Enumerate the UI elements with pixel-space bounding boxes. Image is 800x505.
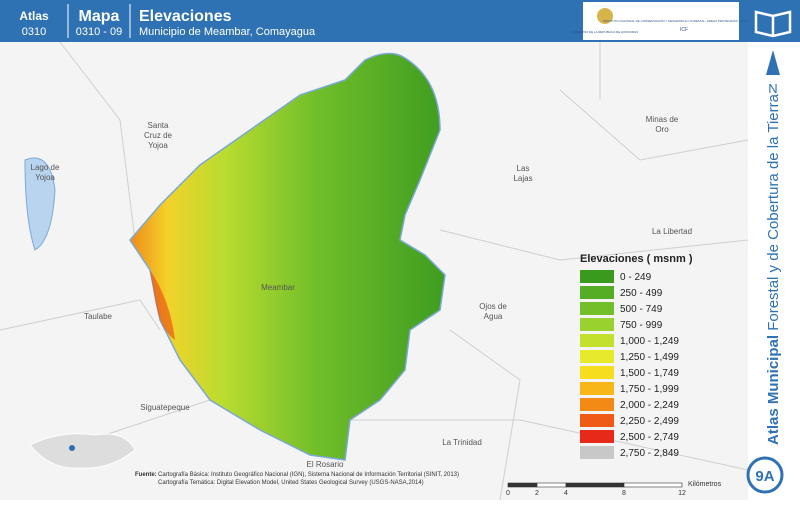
scale-segment	[565, 482, 625, 488]
atlas-label: Atlas	[19, 9, 49, 23]
legend-swatch	[580, 382, 614, 395]
legend-swatch	[580, 446, 614, 459]
place-label: Siguatepeque	[140, 403, 190, 412]
legend-label: 1,500 - 1,749	[620, 368, 679, 379]
legend-title: Elevaciones ( msnm )	[580, 253, 693, 265]
place-label: Yojoa	[148, 141, 168, 150]
legend-label: 2,250 - 2,499	[620, 416, 679, 427]
scale-segment	[623, 482, 683, 488]
badge-label: 9A	[755, 468, 774, 485]
legend-label: 1,750 - 1,999	[620, 384, 679, 395]
sidebar-title: Atlas Municipal Forestal y de Cobertura …	[765, 93, 782, 445]
place-label: La Libertad	[652, 227, 692, 236]
place-label: La Trinidad	[442, 438, 482, 447]
logo-right: INSTITUTO NACIONAL DE CONSERVACIÓN Y DES…	[603, 18, 765, 23]
legend-label: 2,750 - 2,849	[620, 448, 679, 459]
place-label: Lajas	[513, 174, 532, 183]
legend-swatch	[580, 398, 614, 411]
title: Elevaciones	[139, 8, 232, 25]
lake	[24, 157, 56, 251]
map-code: 0310 - 09	[76, 26, 122, 38]
legend-label: 1,000 - 1,249	[620, 336, 679, 347]
map-label: Mapa	[79, 8, 120, 25]
legend-label: 0 - 249	[620, 272, 652, 283]
place-label: Ojos de	[479, 302, 507, 311]
sidebar-title-bold: Atlas Municipal	[765, 335, 782, 445]
legend-swatch	[580, 430, 614, 443]
legend-label: 1,250 - 1,499	[620, 352, 679, 363]
place-label: Agua	[484, 312, 503, 321]
scale-segment	[507, 482, 538, 488]
place-label: Oro	[655, 125, 669, 134]
legend-swatch	[580, 366, 614, 379]
place-label: Yojoa	[35, 173, 55, 182]
north-arrow	[766, 50, 780, 75]
place-label: Minas de	[646, 115, 679, 124]
place-label: Cruz de	[144, 131, 173, 140]
scale-segment	[536, 482, 567, 488]
locator-map	[29, 433, 136, 469]
place-label: El Rosario	[307, 460, 344, 469]
legend-swatch	[580, 414, 614, 427]
scale-unit: Kilómetros	[688, 481, 722, 488]
place-label: Taulabe	[84, 312, 113, 321]
source-line: Cartografía Temática: Digital Elevation …	[158, 480, 424, 486]
legend-label: 250 - 499	[620, 288, 663, 299]
legend-label: 2,500 - 2,749	[620, 432, 679, 443]
scale-tick-label: 8	[622, 490, 626, 497]
source-line: Cartografía Básica: Instituto Geográfico…	[158, 472, 459, 478]
source-heading: Fuente:	[135, 472, 157, 478]
north-label: N	[768, 81, 777, 96]
scale-tick-label: 12	[678, 490, 686, 497]
legend-swatch	[580, 302, 614, 315]
sidebar-title-rest: Forestal y de Cobertura de la Tierra	[765, 93, 782, 330]
book-icon	[754, 10, 792, 38]
badge	[746, 456, 784, 494]
legend-swatch	[580, 350, 614, 363]
high-relief	[150, 270, 175, 340]
legend-label: 500 - 749	[620, 304, 663, 315]
logo-left: GOBIERNO DE LA REPÚBLICA DE HONDURAS	[572, 29, 638, 34]
locator-point	[69, 445, 75, 451]
place-label: Meambar	[261, 283, 295, 292]
legend-swatch	[580, 334, 614, 347]
legend-swatch	[580, 286, 614, 299]
legend-swatch	[580, 318, 614, 331]
legend-label: 750 - 999	[620, 320, 663, 331]
atlas-code: 0310	[22, 26, 46, 38]
logo-emblem	[597, 8, 613, 24]
place-label: Las	[517, 164, 530, 173]
legend-label: 2,000 - 2,249	[620, 400, 679, 411]
legend-swatch	[580, 270, 614, 283]
subtitle: Municipio de Meambar, Comayagua	[139, 26, 316, 38]
place-label: Lago de	[31, 163, 60, 172]
logo-acronym: ICF	[680, 27, 688, 33]
boundaries	[0, 41, 749, 501]
scale-tick-label: 0	[506, 490, 510, 497]
scale-tick-label: 2	[535, 490, 539, 497]
scale-tick-label: 4	[564, 490, 568, 497]
place-label: Santa	[148, 121, 169, 130]
